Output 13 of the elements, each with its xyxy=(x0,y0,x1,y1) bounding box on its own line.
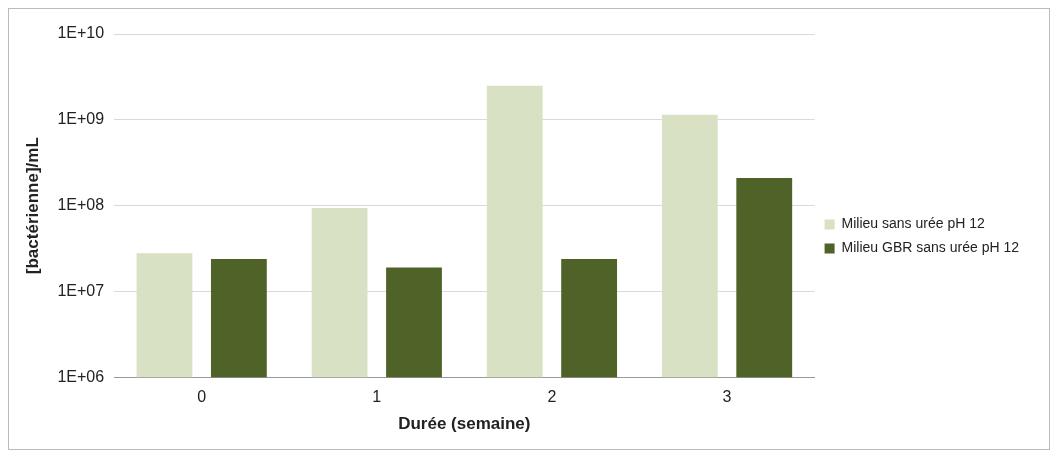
y-axis-title: [bactérienne]/mL xyxy=(22,137,42,275)
y-tick-label: 1E+09 xyxy=(57,110,105,128)
legend-label: Milieu sans urée pH 12 xyxy=(841,215,985,232)
x-tick-label: 2 xyxy=(547,388,557,406)
legend-label: Milieu GBR sans urée pH 12 xyxy=(841,239,1020,256)
y-tick-label: 1E+06 xyxy=(57,367,105,385)
x-tick-label: 1 xyxy=(372,388,382,406)
x-tick-label: 0 xyxy=(197,388,207,406)
y-tick-label: 1E+07 xyxy=(57,281,105,299)
x-tick-label: 3 xyxy=(722,388,732,406)
y-tick-label: 1E+08 xyxy=(57,196,105,214)
y-tick-label: 1E+10 xyxy=(57,24,105,42)
x-axis-title: Durée (semaine) xyxy=(398,414,531,434)
